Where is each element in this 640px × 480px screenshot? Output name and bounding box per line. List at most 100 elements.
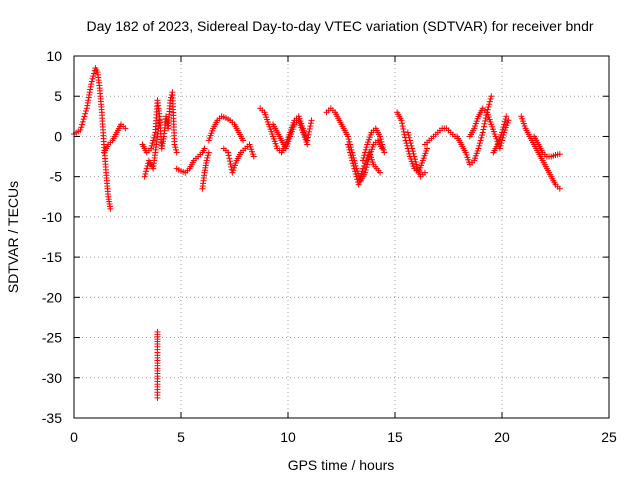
data-point: [379, 144, 386, 151]
data-point: [349, 160, 356, 167]
axis-ticks: [73, 55, 610, 419]
data-point: [80, 116, 87, 123]
data-point: [400, 125, 407, 132]
data-point: [359, 157, 366, 164]
data-point: [476, 140, 483, 147]
data-point: [500, 124, 507, 131]
y-tick-label: -30: [42, 370, 62, 386]
data-point: [486, 98, 493, 105]
data-point: [497, 142, 504, 149]
data-point: [122, 125, 129, 132]
data-point: [359, 168, 366, 175]
data-point: [78, 124, 85, 131]
data-point: [477, 137, 484, 144]
data-point: [348, 154, 355, 161]
data-point: [360, 154, 367, 161]
data-point: [476, 142, 483, 149]
data-point: [362, 169, 369, 176]
data-point: [362, 146, 369, 153]
data-point: [142, 170, 149, 177]
data-point: [410, 150, 417, 157]
data-point: [83, 108, 90, 115]
data-point: [344, 141, 351, 148]
data-point: [406, 137, 413, 144]
data-point: [347, 149, 354, 156]
x-tick-label: 25: [601, 429, 617, 445]
data-point: [205, 152, 212, 159]
data-point: [77, 127, 84, 134]
data-point: [306, 125, 313, 132]
data-point: [411, 153, 418, 160]
data-point: [398, 117, 405, 124]
data-point: [379, 141, 386, 148]
data-point: [407, 140, 414, 147]
data-point: [201, 145, 208, 152]
data-point: [346, 146, 353, 153]
y-tick-label: -20: [42, 289, 62, 305]
data-point: [479, 132, 486, 139]
data-point: [144, 162, 151, 169]
data-point: [107, 205, 114, 212]
data-point: [150, 134, 157, 141]
data-point: [482, 117, 489, 124]
y-tick-label: 0: [54, 128, 62, 144]
data-point: [484, 106, 491, 113]
data-point: [360, 162, 367, 169]
data-point: [378, 138, 385, 145]
data-point: [501, 118, 508, 125]
y-tick-label: -5: [50, 169, 63, 185]
data-point: [357, 176, 364, 183]
data-point: [204, 154, 211, 161]
data-point: [172, 144, 179, 151]
x-tick-label: 20: [494, 429, 510, 445]
data-point: [487, 95, 494, 102]
data-point: [409, 145, 416, 152]
data-point: [480, 126, 487, 133]
y-tick-label: -25: [42, 330, 62, 346]
data-point: [90, 73, 97, 80]
data-point: [308, 117, 315, 124]
data-point: [404, 129, 411, 136]
data-point: [479, 129, 486, 136]
data-point: [148, 142, 155, 149]
data-point: [377, 136, 384, 143]
data-point: [351, 165, 358, 172]
data-point: [90, 70, 97, 77]
data-point: [408, 142, 415, 149]
data-point: [488, 93, 495, 100]
data-point: [409, 148, 416, 155]
data-point: [347, 152, 354, 159]
y-tick-label: 5: [54, 88, 62, 104]
data-point: [143, 168, 150, 175]
x-tick-label: 5: [177, 429, 185, 445]
data-point: [501, 121, 508, 128]
data-point: [499, 129, 505, 136]
data-point: [482, 115, 489, 122]
data-point: [380, 146, 387, 153]
data-point: [344, 133, 351, 140]
x-tick-label: 15: [387, 429, 403, 445]
data-point: [205, 149, 212, 156]
data-point: [350, 162, 357, 169]
data-point: [499, 137, 505, 144]
data-point: [349, 157, 356, 164]
data-point: [503, 113, 510, 120]
data-point: [228, 163, 235, 170]
data-point: [377, 133, 384, 140]
data-point: [151, 132, 158, 139]
data-point: [355, 181, 362, 188]
data-point: [362, 166, 369, 173]
data-point: [88, 78, 95, 85]
data-point: [150, 137, 157, 144]
data-point: [240, 137, 247, 144]
data-point: [250, 153, 257, 160]
data-point: [149, 140, 156, 147]
data-point: [502, 116, 509, 123]
data-point: [143, 165, 150, 172]
data-point: [499, 126, 506, 133]
data-point: [486, 101, 493, 108]
y-tick-label: -15: [42, 249, 62, 265]
data-point: [505, 117, 512, 124]
data-point: [358, 170, 365, 177]
